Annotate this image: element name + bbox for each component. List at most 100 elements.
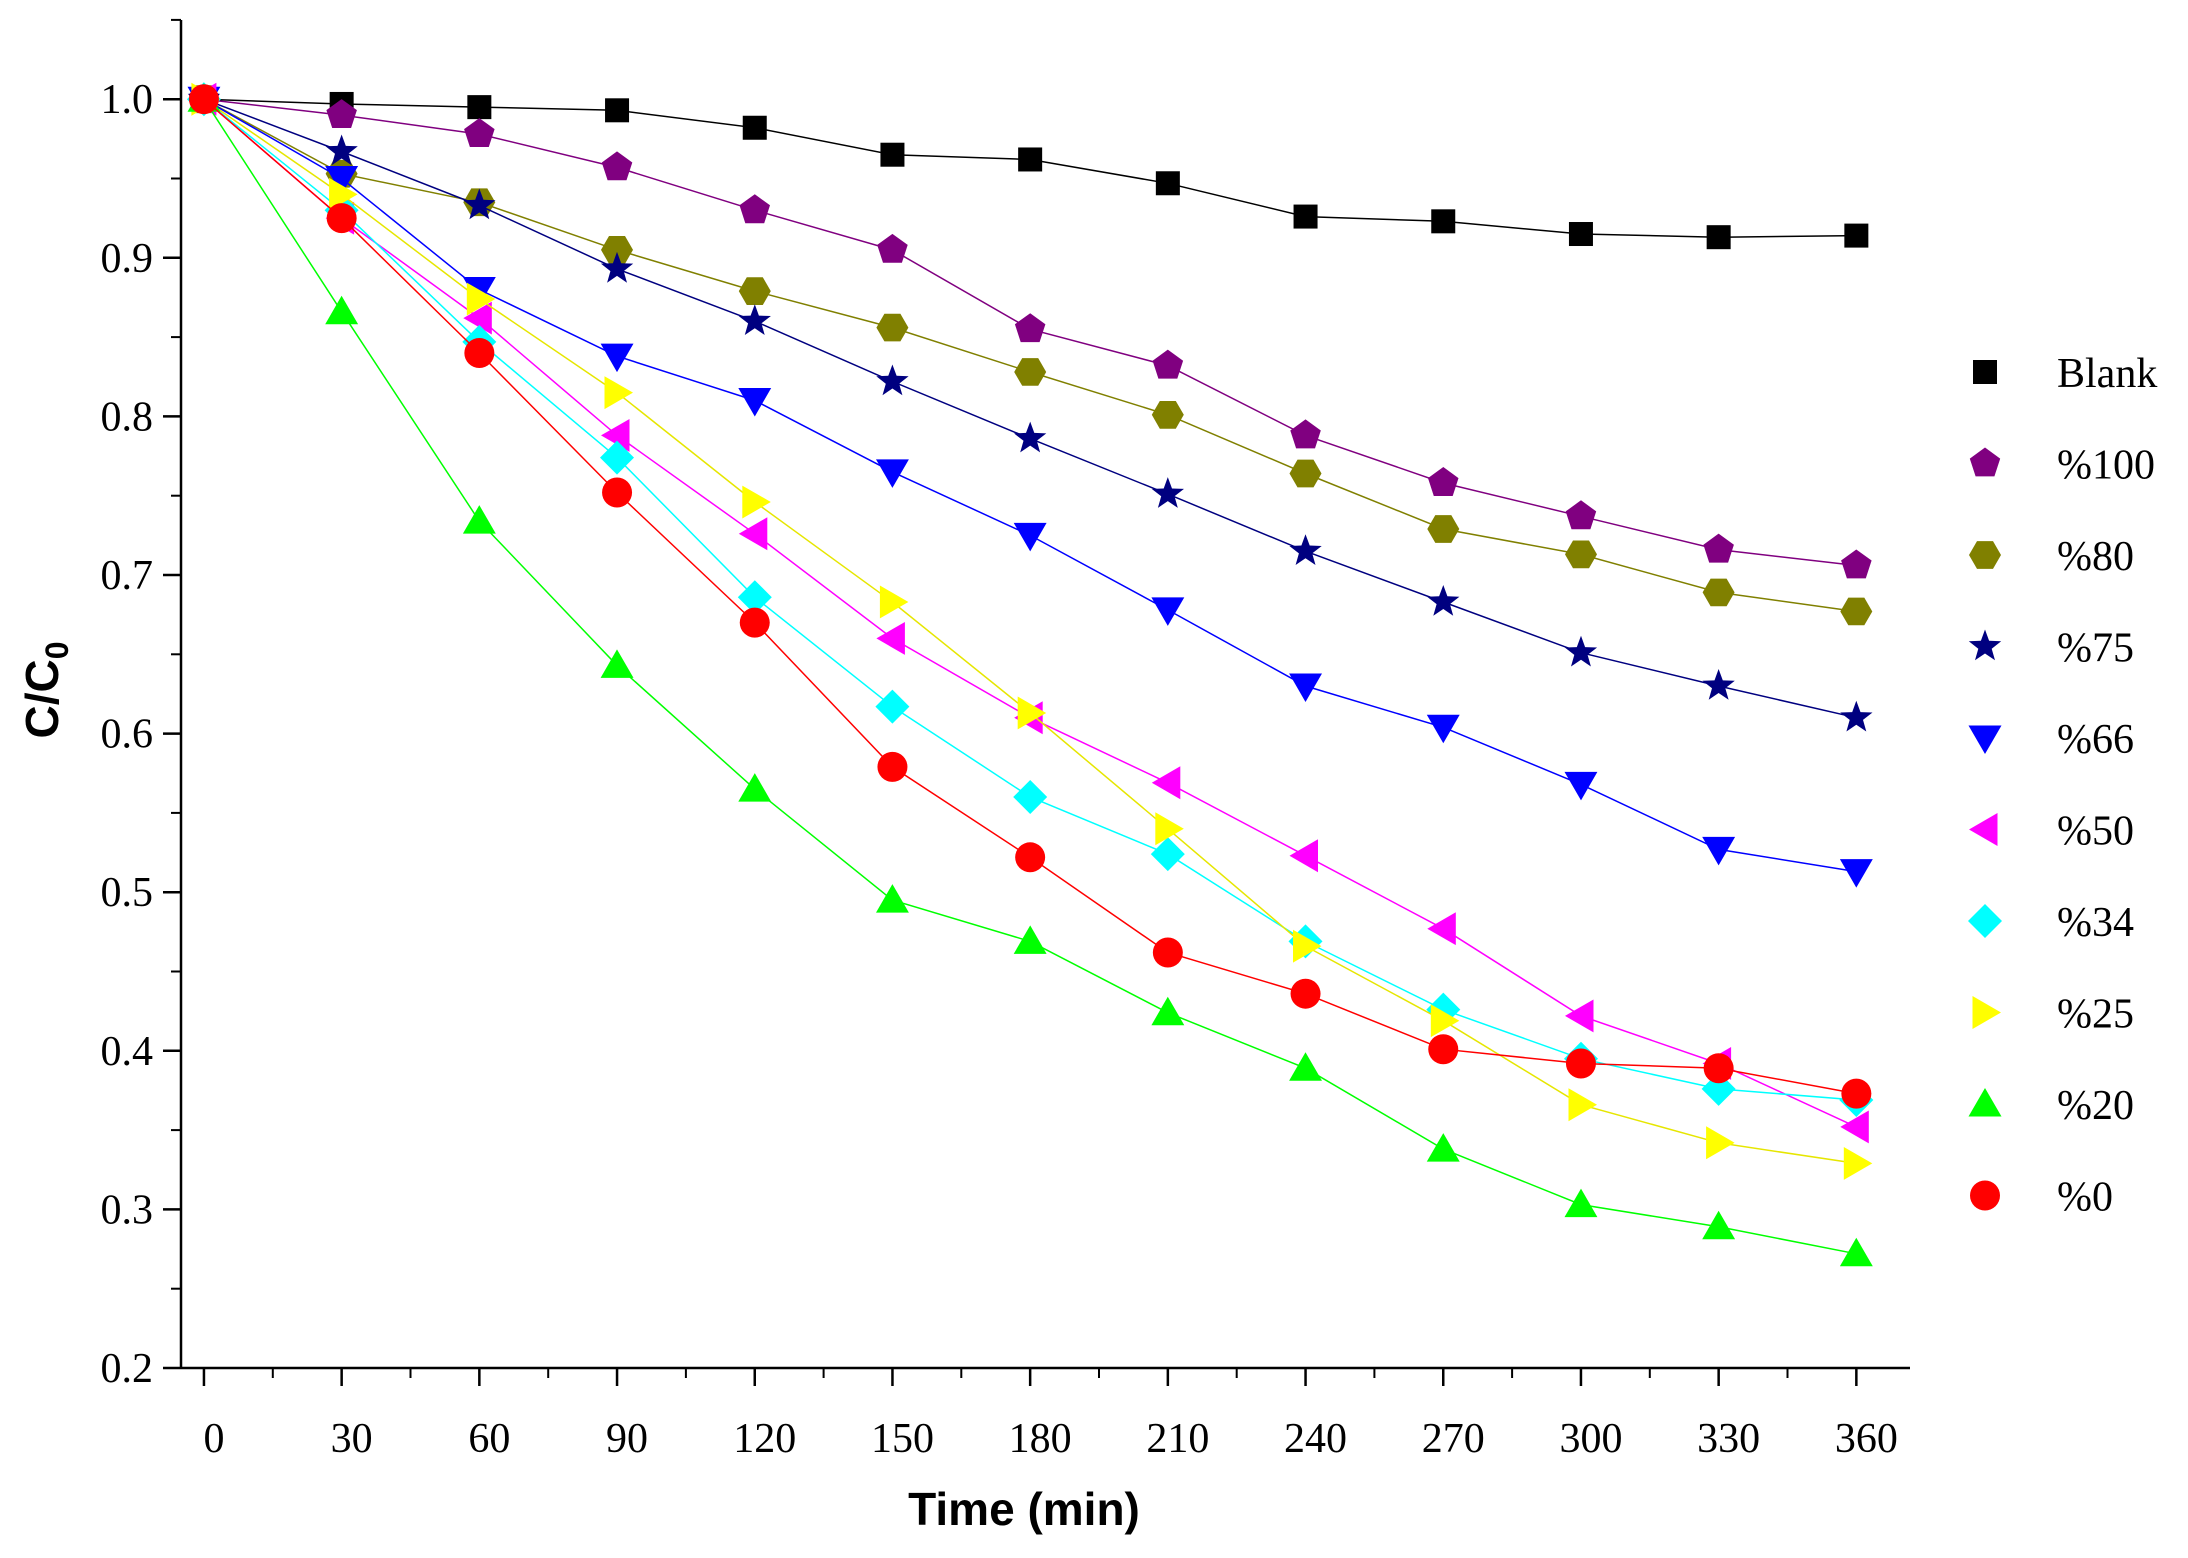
series-line-pct-50 (203, 98, 1857, 1128)
x-tick-label: 90 (606, 1416, 648, 1462)
y-axis-title-main: C/C (16, 659, 68, 738)
data-point-pct-75 (738, 304, 771, 335)
data-point-pct-0 (326, 203, 357, 234)
plot-area (186, 82, 1874, 1267)
series-pct-34 (186, 82, 1874, 1117)
data-point-pct-20 (325, 295, 359, 325)
data-point-pct-20 (1151, 996, 1185, 1026)
data-point-pct-75 (876, 364, 909, 396)
legend-item-pct-34: %34 (1968, 900, 2134, 946)
data-point-pct-75 (325, 134, 358, 166)
x-ticks: 0 30 60 90 120 150 180 210 240 270 300 330 360 (202, 1368, 1898, 1462)
y-tick-label: 0.7 (101, 553, 154, 599)
y-tick-label: 0.5 (101, 870, 154, 916)
data-point-pct-25 (1017, 696, 1047, 730)
series-pct-20 (187, 83, 1873, 1267)
data-point-pct-0 (1152, 937, 1183, 968)
y-tick-label: 0.3 (101, 1187, 154, 1233)
data-point-pct-0 (464, 337, 495, 368)
data-point-pct-25 (1706, 1126, 1735, 1160)
data-point-pct-66 (1702, 836, 1736, 866)
x-tick-label: 180 (1009, 1416, 1072, 1462)
series-line-pct-20 (203, 98, 1857, 1255)
legend-label-pct-100: %100 (2057, 443, 2155, 489)
data-point-pct-100 (739, 194, 770, 224)
data-point-pct-0 (739, 607, 770, 638)
data-point-pct-66 (1564, 771, 1598, 801)
legend-marker-pct-66 (1968, 725, 2002, 754)
legend-marker-pct-50 (1969, 813, 1998, 846)
legend-label-pct-75: %75 (2057, 626, 2134, 672)
data-point-pct-100 (1152, 349, 1184, 379)
series-pct-100 (188, 83, 1872, 579)
data-point-pct-75 (1289, 534, 1322, 565)
data-point-pct-25 (1430, 1004, 1460, 1038)
data-point-blank (880, 142, 905, 167)
data-point-blank (1568, 222, 1593, 247)
series-pct-0 (188, 84, 1872, 1109)
data-point-blank (1844, 223, 1869, 248)
legend-item-pct-25: %25 (1972, 992, 2134, 1038)
data-point-pct-50 (601, 419, 630, 452)
data-point-pct-80 (1840, 597, 1873, 626)
data-point-blank (1293, 204, 1318, 229)
y-ticks: 0.2 0.3 0.4 0.5 0.6 0.7 0.8 0.9 1.0 (101, 18, 181, 1392)
legend-label-pct-20: %20 (2057, 1083, 2134, 1129)
series-pct-50 (187, 82, 1869, 1144)
data-point-pct-75 (1702, 669, 1735, 700)
data-point-pct-34 (737, 580, 772, 615)
data-point-pct-25 (879, 585, 909, 619)
data-point-pct-100 (1841, 549, 1872, 579)
data-point-pct-50 (1840, 1110, 1869, 1144)
data-point-pct-75 (463, 188, 496, 220)
data-point-pct-34 (1013, 780, 1048, 814)
x-tick-label: 270 (1422, 1416, 1485, 1462)
legend-label-blank: Blank (2057, 351, 2157, 397)
data-point-pct-80 (1289, 459, 1322, 488)
data-point-pct-20 (462, 505, 496, 534)
data-point-pct-50 (1289, 839, 1318, 873)
legend-marker-pct-20 (1968, 1088, 2002, 1117)
legend-item-pct-20: %20 (1968, 1083, 2134, 1129)
data-point-pct-50 (1565, 999, 1594, 1033)
legend-marker-pct-100 (1969, 447, 2001, 477)
series-line-pct-75 (203, 98, 1857, 719)
legend-item-pct-66: %66 (1968, 717, 2134, 763)
legend-marker-pct-25 (1972, 996, 2001, 1029)
data-point-pct-80 (1014, 358, 1047, 386)
x-tick-label: 150 (871, 1416, 934, 1462)
data-point-pct-75 (1014, 421, 1047, 453)
data-point-pct-100 (1703, 533, 1734, 563)
x-tick-label: 30 (331, 1416, 373, 1462)
data-point-pct-66 (876, 459, 909, 488)
y-tick-label: 0.4 (101, 1029, 154, 1075)
data-point-pct-0 (602, 477, 633, 508)
data-point-pct-66 (1013, 522, 1047, 552)
legend-marker-blank (1973, 360, 1997, 384)
data-point-pct-80 (738, 277, 771, 305)
data-point-pct-20 (600, 649, 634, 678)
data-point-pct-50 (1151, 766, 1181, 800)
data-point-pct-20 (876, 884, 909, 913)
data-point-pct-100 (1290, 419, 1321, 449)
data-point-blank (605, 98, 630, 123)
data-point-pct-66 (600, 343, 634, 373)
series-pct-75 (187, 82, 1873, 732)
data-point-pct-66 (1289, 673, 1322, 702)
data-point-pct-25 (466, 282, 496, 316)
series-pct-25 (191, 82, 1873, 1180)
data-point-pct-34 (600, 440, 634, 475)
data-point-pct-50 (738, 517, 768, 551)
x-tick-label: 120 (733, 1416, 796, 1462)
data-point-pct-75 (1427, 585, 1460, 616)
data-point-blank (1706, 225, 1731, 250)
data-point-blank (742, 115, 767, 140)
data-point-pct-100 (601, 151, 633, 181)
data-point-pct-75 (1151, 477, 1184, 508)
y-tick-label: 0.8 (101, 394, 154, 440)
y-tick-label: 0.9 (101, 236, 154, 282)
data-point-pct-66 (1151, 597, 1185, 626)
data-point-pct-25 (1155, 812, 1184, 846)
data-point-pct-80 (601, 236, 633, 264)
